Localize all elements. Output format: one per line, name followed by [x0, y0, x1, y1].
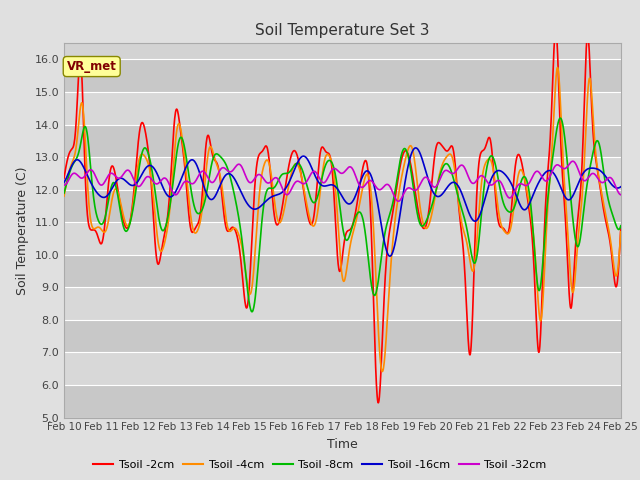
X-axis label: Time: Time — [327, 438, 358, 451]
Bar — [64, 255, 621, 288]
Bar — [64, 157, 621, 190]
Bar — [64, 385, 621, 418]
Bar — [64, 288, 621, 320]
Bar — [64, 222, 621, 255]
Bar — [64, 352, 621, 385]
Bar — [64, 125, 621, 157]
Text: VR_met: VR_met — [67, 60, 116, 73]
Title: Soil Temperature Set 3: Soil Temperature Set 3 — [255, 23, 429, 38]
Bar — [64, 60, 621, 92]
Bar — [64, 190, 621, 222]
Bar — [64, 92, 621, 125]
Legend: Tsoil -2cm, Tsoil -4cm, Tsoil -8cm, Tsoil -16cm, Tsoil -32cm: Tsoil -2cm, Tsoil -4cm, Tsoil -8cm, Tsoi… — [89, 456, 551, 474]
Bar — [64, 320, 621, 352]
Y-axis label: Soil Temperature (C): Soil Temperature (C) — [16, 166, 29, 295]
